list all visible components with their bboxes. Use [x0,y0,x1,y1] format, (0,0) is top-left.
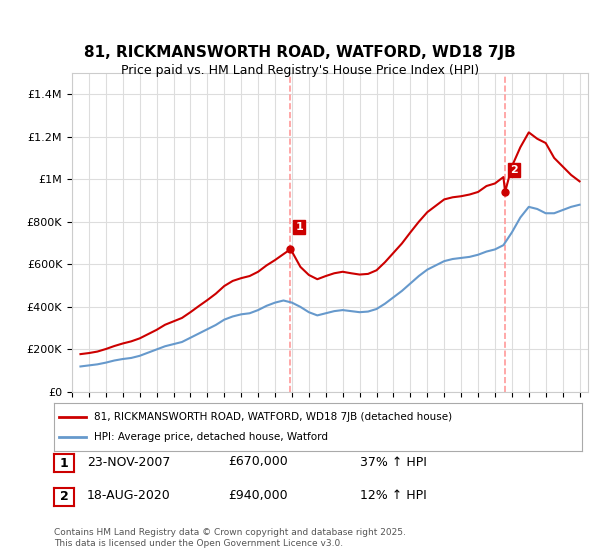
Text: 1: 1 [59,456,68,470]
Text: 81, RICKMANSWORTH ROAD, WATFORD, WD18 7JB (detached house): 81, RICKMANSWORTH ROAD, WATFORD, WD18 7J… [94,412,452,422]
Text: £670,000: £670,000 [228,455,288,469]
Text: 2: 2 [59,490,68,503]
Text: 37% ↑ HPI: 37% ↑ HPI [360,455,427,469]
Text: 2: 2 [510,165,518,175]
Text: Contains HM Land Registry data © Crown copyright and database right 2025.
This d: Contains HM Land Registry data © Crown c… [54,528,406,548]
Text: 12% ↑ HPI: 12% ↑ HPI [360,489,427,502]
Text: 1: 1 [295,222,303,232]
Text: £940,000: £940,000 [228,489,287,502]
Text: Price paid vs. HM Land Registry's House Price Index (HPI): Price paid vs. HM Land Registry's House … [121,64,479,77]
Text: 81, RICKMANSWORTH ROAD, WATFORD, WD18 7JB: 81, RICKMANSWORTH ROAD, WATFORD, WD18 7J… [84,45,516,60]
Text: 23-NOV-2007: 23-NOV-2007 [87,455,170,469]
Text: 18-AUG-2020: 18-AUG-2020 [87,489,171,502]
Text: HPI: Average price, detached house, Watford: HPI: Average price, detached house, Watf… [94,432,328,442]
